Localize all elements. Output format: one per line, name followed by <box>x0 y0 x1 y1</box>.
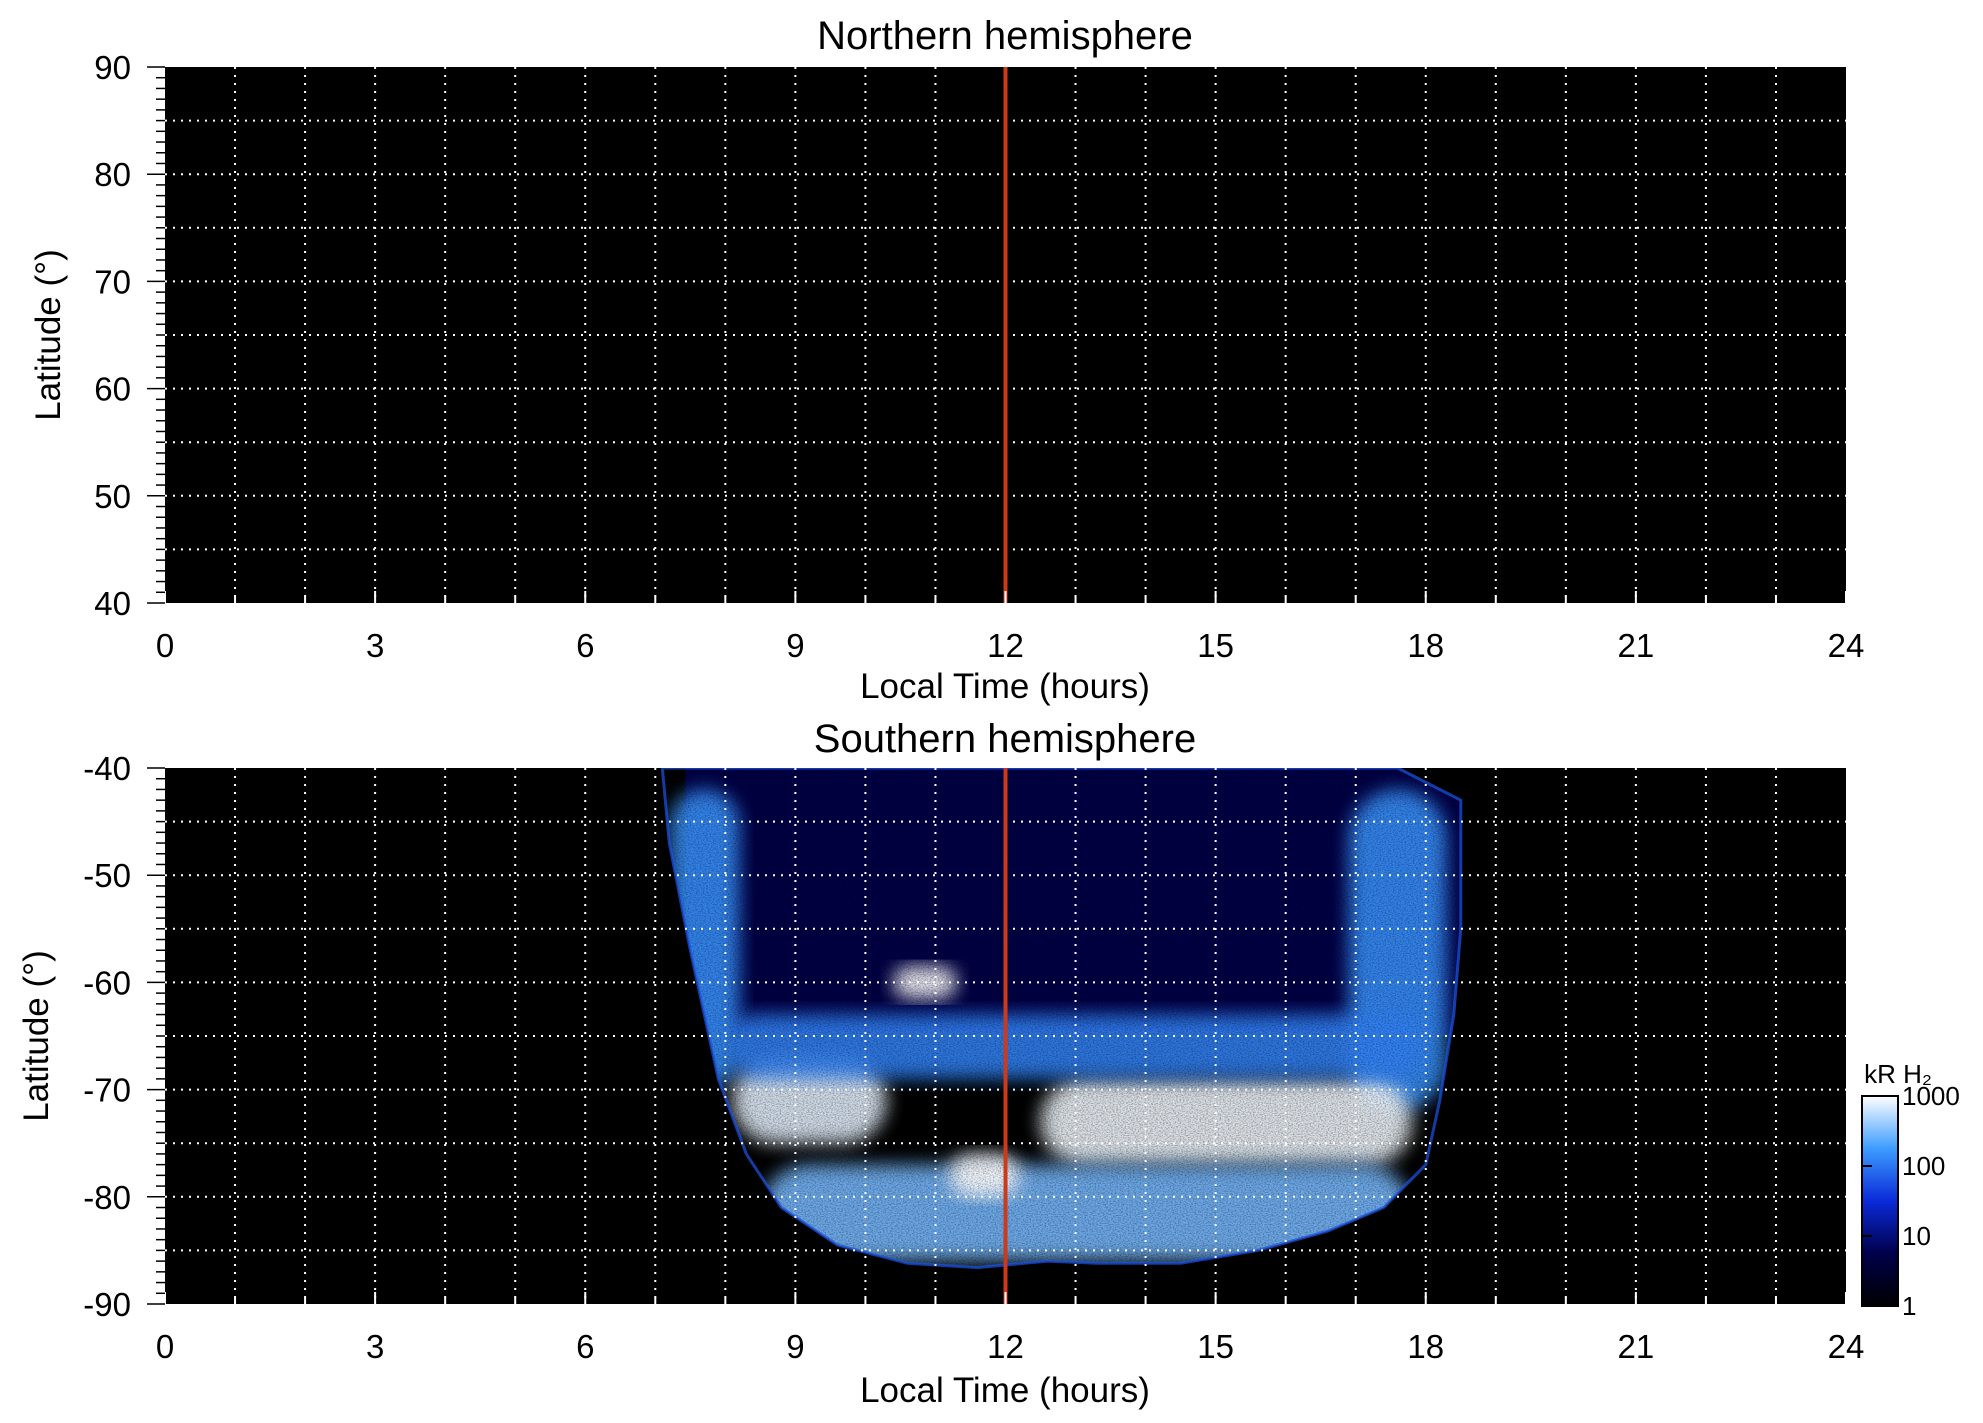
coverage-region <box>662 768 1461 1268</box>
x-tick-label: 3 <box>366 627 384 664</box>
x-tick-label: 15 <box>1197 1328 1234 1365</box>
x-axis-label: Local Time (hours) <box>860 667 1150 706</box>
colorbar-tick-label: 1 <box>1902 1291 1916 1321</box>
x-tick-label: 0 <box>156 627 174 664</box>
y-tick-label: -70 <box>83 1072 131 1109</box>
x-tick-label: 6 <box>576 1328 594 1365</box>
y-tick-label: 60 <box>94 371 131 408</box>
y-tick-label: -80 <box>83 1179 131 1216</box>
y-tick-label: -60 <box>83 964 131 1001</box>
y-axis-label: Latitude (°) <box>17 950 56 1122</box>
y-tick-label: 40 <box>94 585 131 622</box>
x-tick-label: 0 <box>156 1328 174 1365</box>
axis-ticks <box>147 66 1847 604</box>
colorbar-label: kR H₂ <box>1864 1059 1932 1089</box>
x-tick-labels: 0 3 6 9 12 15 18 21 24 <box>156 627 1865 664</box>
colorbar-tick-label: 1000 <box>1902 1081 1960 1111</box>
y-tick-labels: -90 -80 -70 -60 -50 -40 <box>83 750 131 1323</box>
y-tick-label: 70 <box>94 263 131 300</box>
auroral-emission-map <box>660 768 1463 1270</box>
y-tick-label: -40 <box>83 750 131 787</box>
colorbar-gradient <box>1861 1095 1899 1307</box>
x-tick-label: 9 <box>786 627 804 664</box>
x-tick-label: 24 <box>1828 1328 1865 1365</box>
southern-hemisphere-panel: Southern hemisphere 0 3 6 9 12 15 18 21 24 -90 -8… <box>17 717 1960 1410</box>
y-tick-label: 90 <box>94 49 131 86</box>
y-tick-labels: 40 50 60 70 80 90 <box>94 49 131 622</box>
x-tick-label: 6 <box>576 627 594 664</box>
panel-title: Northern hemisphere <box>817 14 1193 58</box>
y-axis-label: Latitude (°) <box>29 249 68 421</box>
panel-title: Southern hemisphere <box>814 717 1196 761</box>
x-tick-label: 21 <box>1618 1328 1655 1365</box>
x-tick-label: 15 <box>1197 627 1234 664</box>
y-tick-label: -90 <box>83 1286 131 1323</box>
x-axis-label: Local Time (hours) <box>860 1371 1150 1410</box>
colorbar-ticks: 1 10 100 1000 <box>1862 1081 1960 1321</box>
y-tick-label: -50 <box>83 857 131 894</box>
northern-hemisphere-panel: Northern hemisphere 0 3 6 9 12 15 18 21 24 40 50 6… <box>29 14 1864 706</box>
y-tick-label: 50 <box>94 478 131 515</box>
axis-ticks <box>147 767 1847 1305</box>
x-tick-label: 18 <box>1407 1328 1444 1365</box>
colorbar-tick-label: 100 <box>1902 1151 1945 1181</box>
x-tick-label: 21 <box>1618 627 1655 664</box>
x-tick-labels: 0 3 6 9 12 15 18 21 24 <box>156 1328 1865 1365</box>
colorbar-tick-label: 10 <box>1902 1221 1931 1251</box>
x-tick-label: 12 <box>987 627 1024 664</box>
x-tick-label: 9 <box>786 1328 804 1365</box>
x-tick-label: 24 <box>1828 627 1865 664</box>
x-tick-label: 18 <box>1407 627 1444 664</box>
x-tick-label: 12 <box>987 1328 1024 1365</box>
colorbar: kR H₂ 1 10 100 1000 <box>1861 1059 1960 1321</box>
coverage-edge <box>660 768 1463 1270</box>
x-tick-label: 3 <box>366 1328 384 1365</box>
y-tick-label: 80 <box>94 156 131 193</box>
